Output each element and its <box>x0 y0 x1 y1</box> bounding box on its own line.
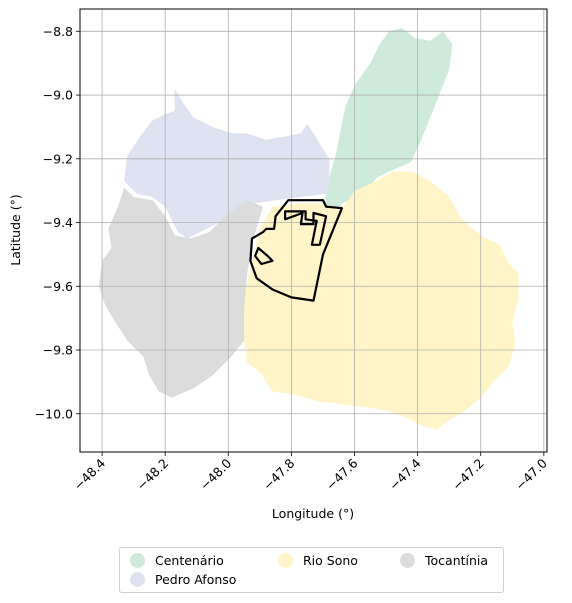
boundary-outline-2 <box>284 210 328 246</box>
plot-frame <box>79 8 548 453</box>
region-centenario <box>324 28 453 213</box>
legend-marker-rio-sono <box>278 553 293 568</box>
legend-item-tocantinia: Tocantínia <box>400 553 488 568</box>
legend-marker-pedro-afonso <box>130 572 145 587</box>
x-tick-label: −48.4 <box>71 455 109 493</box>
legend-label-pedro-afonso: Pedro Afonso <box>155 572 237 587</box>
x-tick-label: −48.2 <box>134 456 172 494</box>
y-axis-ticks: −8.8 −9.0 −9.2 −9.4 −9.6 −9.8 −10.0 <box>35 24 80 421</box>
x-tick-label: −47.6 <box>323 455 361 493</box>
legend-item-pedro-afonso: Pedro Afonso <box>130 572 236 587</box>
y-tick-label: −9.0 <box>43 88 73 103</box>
x-tick-label: −47.2 <box>449 456 487 494</box>
grid-layer <box>80 9 547 452</box>
legend-marker-tocantinia <box>400 553 415 568</box>
legend-item-rio-sono: Rio Sono <box>278 553 358 568</box>
x-tick-label: −48.0 <box>197 455 235 493</box>
y-tick-label: −9.4 <box>43 215 73 230</box>
region-pedro-afonso <box>124 88 330 239</box>
legend: Centenário Pedro Afonso Rio Sono Tocantí… <box>119 547 504 593</box>
x-axis-ticks: −48.4 −48.2 −48.0 −47.8 −47.6 −47.4 −47.2 −47.0 <box>71 452 550 493</box>
region-tocantinia <box>98 187 264 398</box>
y-tick-label: −9.6 <box>43 279 73 294</box>
legend-item-centenario: Centenário <box>130 553 224 568</box>
x-tick-label: −47.4 <box>386 455 424 493</box>
y-tick-label: −9.2 <box>43 151 73 166</box>
boundary-outline-1 <box>249 199 343 302</box>
legend-label-centenario: Centenário <box>155 553 224 568</box>
y-tick-label: −10.0 <box>35 406 73 421</box>
legend-label-rio-sono: Rio Sono <box>303 553 358 568</box>
x-axis-label: Longitude (°) <box>272 506 354 521</box>
y-axis-label: Latitude (°) <box>8 194 23 265</box>
x-tick-label: −47.0 <box>512 455 550 493</box>
y-tick-label: −8.8 <box>43 24 73 39</box>
y-tick-label: −9.8 <box>43 343 73 358</box>
legend-label-tocantinia: Tocantínia <box>425 553 489 568</box>
x-tick-label: −47.8 <box>260 455 298 493</box>
boundary-outline-3 <box>254 246 274 266</box>
legend-marker-centenario <box>130 553 145 568</box>
outline-layer <box>249 199 343 302</box>
